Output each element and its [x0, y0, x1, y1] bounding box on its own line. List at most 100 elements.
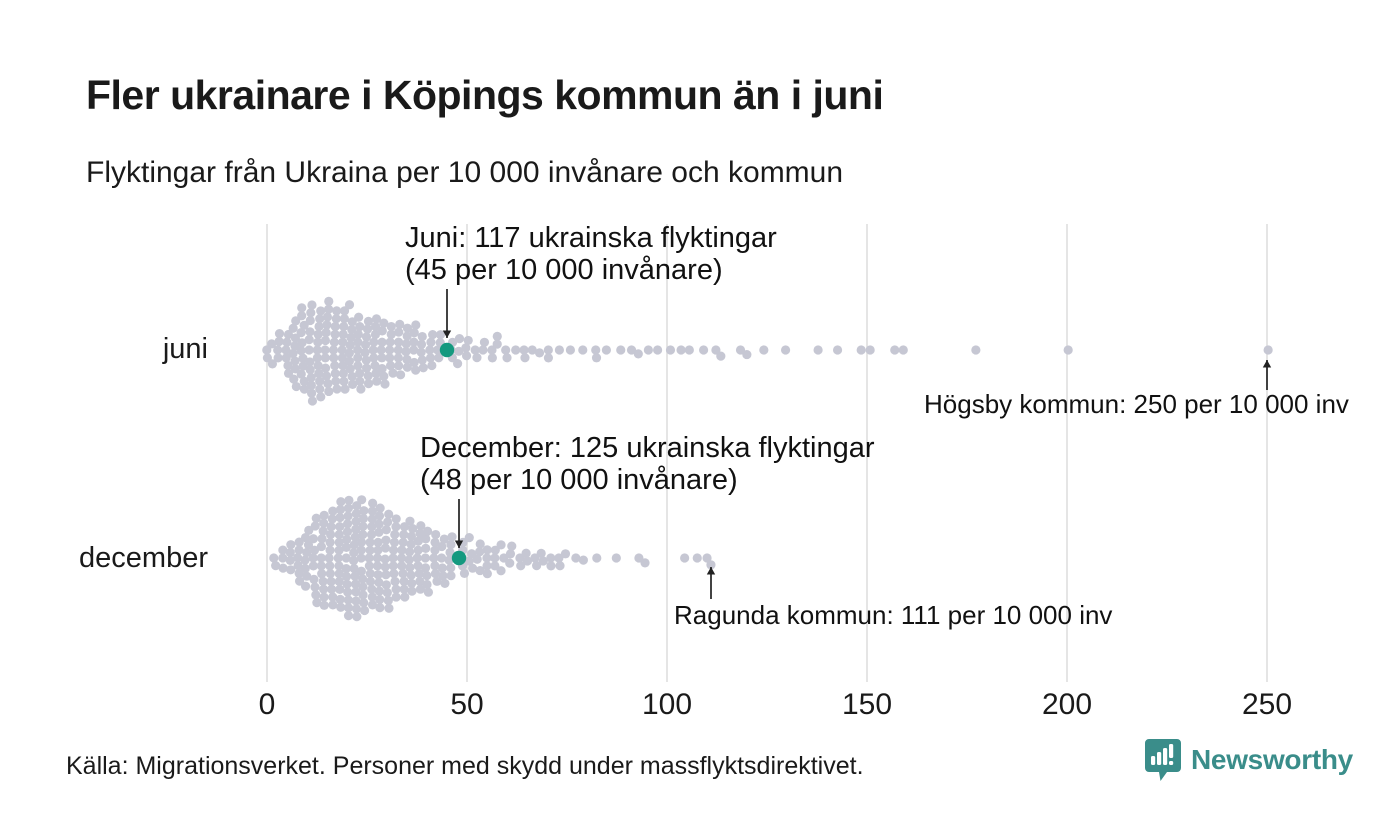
municipality-dot	[312, 353, 322, 363]
municipality-dot	[386, 329, 396, 339]
municipality-dot	[323, 304, 334, 314]
municipality-dot	[271, 561, 281, 571]
municipality-dot	[396, 553, 407, 563]
municipality-dot	[334, 576, 344, 587]
municipality-dot	[316, 306, 326, 316]
municipality-dot	[283, 329, 294, 340]
municipality-dot	[519, 345, 529, 355]
municipality-dot	[304, 334, 314, 345]
municipality-dot	[361, 363, 372, 373]
municipality-dot	[365, 576, 376, 587]
municipality-dot	[394, 327, 404, 337]
municipality-dot	[501, 345, 511, 355]
municipality-dot	[856, 345, 866, 355]
municipality-dot	[327, 584, 337, 594]
municipality-dot	[358, 582, 368, 592]
municipality-dot	[475, 539, 485, 549]
municipality-dot	[406, 539, 416, 549]
municipality-dot	[367, 600, 378, 610]
municipality-dot	[633, 349, 643, 359]
municipality-dot	[543, 353, 554, 363]
municipality-dot	[464, 556, 474, 566]
municipality-dot	[338, 329, 348, 339]
municipality-dot	[308, 534, 318, 544]
municipality-dot	[311, 513, 321, 523]
municipality-dot	[367, 506, 378, 516]
municipality-dot	[555, 561, 565, 571]
municipality-dot	[343, 503, 354, 513]
municipality-dot	[409, 337, 419, 347]
municipality-dot	[374, 577, 384, 588]
municipality-dot	[344, 356, 355, 366]
municipality-dot	[409, 357, 419, 368]
municipality-dot	[337, 353, 347, 363]
municipality-dot	[554, 553, 564, 563]
municipality-dot	[374, 586, 384, 596]
municipality-dot	[416, 347, 426, 357]
municipality-dot	[351, 604, 362, 614]
municipality-dot	[398, 537, 408, 548]
municipality-dot	[482, 553, 492, 563]
newsworthy-brand: Newsworthy	[1144, 738, 1353, 782]
municipality-dot	[409, 345, 419, 355]
municipality-dot	[309, 574, 319, 584]
municipality-dot	[336, 602, 346, 612]
municipality-dot	[331, 376, 341, 386]
municipality-dot	[702, 553, 712, 563]
municipality-dot	[294, 576, 305, 586]
municipality-dot	[348, 379, 358, 389]
municipality-dot	[296, 345, 306, 356]
municipality-dot	[285, 547, 295, 558]
municipality-dot	[297, 338, 307, 348]
newsworthy-logo-icon	[1145, 739, 1181, 781]
municipality-dot	[735, 345, 746, 355]
municipality-dot	[490, 553, 500, 563]
municipality-dot	[358, 521, 368, 531]
municipality-dot	[304, 525, 314, 536]
municipality-dot	[479, 337, 490, 347]
municipality-dot	[321, 371, 332, 381]
municipality-dot	[430, 569, 441, 579]
municipality-dot	[320, 353, 330, 363]
municipality-dot	[383, 595, 393, 606]
municipality-dot	[391, 514, 401, 524]
municipality-dot	[377, 364, 387, 374]
beeswarm-row-december	[269, 495, 716, 622]
municipality-dot	[698, 345, 709, 355]
municipality-dot	[349, 563, 359, 574]
municipality-dot	[353, 329, 363, 339]
municipality-dot	[278, 563, 288, 573]
municipality-dot	[317, 534, 327, 544]
municipality-dot	[470, 345, 480, 355]
municipality-dot	[315, 384, 325, 394]
municipality-dot	[407, 578, 417, 588]
municipality-dot	[406, 531, 417, 541]
municipality-dot	[342, 527, 353, 537]
municipality-dot	[459, 568, 470, 579]
municipality-dot	[437, 563, 447, 573]
municipality-dot	[388, 545, 399, 555]
municipality-dot	[890, 345, 900, 355]
municipality-dot	[391, 584, 401, 594]
municipality-dot	[832, 345, 843, 355]
municipality-dot	[356, 545, 366, 555]
municipality-dot	[334, 529, 344, 540]
municipality-dot	[898, 345, 908, 355]
municipality-dot	[356, 537, 367, 547]
municipality-dot	[402, 331, 412, 341]
municipality-dot	[297, 311, 307, 321]
municipality-dot	[313, 329, 323, 339]
municipality-dot	[482, 569, 492, 579]
municipality-dot	[520, 353, 530, 363]
municipality-dot	[324, 386, 334, 397]
municipality-dot	[416, 521, 426, 531]
municipality-dot	[336, 497, 346, 507]
municipality-dot	[283, 360, 293, 371]
municipality-dot	[405, 516, 415, 526]
municipality-dot	[381, 525, 391, 535]
municipality-dot	[345, 340, 355, 350]
municipality-dot	[335, 512, 345, 523]
municipality-dot	[454, 333, 465, 344]
municipality-dot	[430, 537, 440, 547]
row-label-december: december	[79, 542, 208, 574]
